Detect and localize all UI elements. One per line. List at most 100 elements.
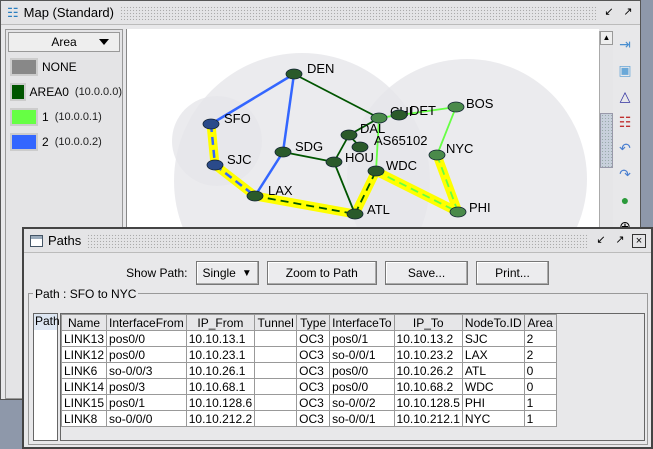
router-icon[interactable] <box>285 68 303 80</box>
table-cell: pos0/0 <box>106 346 187 363</box>
column-header[interactable]: Name <box>60 314 108 331</box>
column-header[interactable]: InterfaceTo <box>329 314 395 331</box>
router-icon[interactable] <box>346 208 364 220</box>
table-cell: LINK6 <box>60 362 108 379</box>
table-cell: 0 <box>523 378 557 395</box>
link-HOU-ATL[interactable] <box>333 161 356 215</box>
link-DEN-SDG[interactable] <box>281 73 296 153</box>
maximize-icon[interactable]: ↗ <box>615 233 625 246</box>
router-icon[interactable] <box>370 112 388 124</box>
chevron-down-icon: ▼ <box>241 267 252 279</box>
table-cell <box>254 346 298 363</box>
link-SFO-SJC[interactable] <box>209 123 217 166</box>
router-icon[interactable] <box>202 118 220 130</box>
router-icon[interactable] <box>274 146 292 158</box>
column-header[interactable]: Area <box>523 314 557 331</box>
table-row[interactable]: LINK14 pos0/3 10.10.68.1 OC3 pos0/0 10.10.68.… <box>60 378 557 395</box>
link-WDC-PHI[interactable] <box>375 170 459 213</box>
path-group: Path : SFO to NYC Path Name InterfaceFrom… <box>28 287 648 445</box>
table-cell: 1 <box>523 410 557 427</box>
3d-box-icon[interactable]: ▣ <box>618 61 632 78</box>
router-icon[interactable] <box>428 149 446 161</box>
map-titlebar[interactable]: ☷ Map (Standard) ↙ ↗ <box>1 1 640 25</box>
table-cell: LAX <box>461 346 525 363</box>
table-cell: OC3 <box>296 378 331 395</box>
legend-item[interactable]: AREA0 (10.0.0.0) <box>6 79 122 104</box>
router-icon[interactable] <box>367 165 385 177</box>
column-header[interactable]: Type <box>296 314 331 331</box>
table-cell <box>254 378 298 395</box>
legend-item[interactable]: 1 (10.0.0.1) <box>6 104 122 129</box>
link-LAX-ATL[interactable] <box>254 195 356 215</box>
router-icon[interactable] <box>206 159 224 171</box>
router-icon[interactable] <box>351 141 369 153</box>
link-SFO-DEN[interactable] <box>210 72 295 126</box>
path-column-header: Path <box>34 314 60 330</box>
layout-icon[interactable]: △ <box>619 87 631 104</box>
paths-titlebar[interactable]: Paths ↙ ↗ × <box>24 229 651 253</box>
table-cell: 10.10.13.1 <box>185 330 256 347</box>
node-label: HOU <box>345 150 374 165</box>
link-NYC-PHI[interactable] <box>436 154 459 213</box>
node-label: NYC <box>446 141 473 156</box>
link-SDG-LAX[interactable] <box>253 151 285 197</box>
column-header[interactable]: IP_From <box>185 314 256 331</box>
close-icon[interactable]: × <box>632 233 646 248</box>
link-ATL-WDC[interactable] <box>354 170 377 215</box>
fit-icon[interactable]: ⇥ <box>619 35 631 52</box>
router-icon[interactable] <box>449 206 467 218</box>
link-DEN-CHI[interactable] <box>293 73 380 119</box>
column-header[interactable]: IP_To <box>393 314 463 331</box>
link-BOS-NYC[interactable] <box>436 106 457 156</box>
router-icon[interactable] <box>325 156 343 168</box>
more-icon[interactable]: ⊕ <box>619 217 631 234</box>
redo-icon[interactable]: ↷ <box>619 165 631 182</box>
router-icon[interactable] <box>246 190 264 202</box>
show-path-select[interactable]: Single ▼ <box>195 261 259 285</box>
scroll-up-icon[interactable]: ▲ <box>600 31 613 45</box>
legend-swatch <box>10 82 26 101</box>
table-row[interactable]: LINK15 pos0/1 10.10.128.6 OC3 so-0/0/2 10.10.… <box>60 394 557 411</box>
table-cell: LINK15 <box>60 394 108 411</box>
link-SDG-HOU[interactable] <box>282 151 335 163</box>
legend-sub: (10.0.0.1) <box>54 110 102 123</box>
network-icon: ☷ <box>7 4 19 20</box>
link-SJC-LAX[interactable] <box>214 164 256 197</box>
table-cell <box>254 362 298 379</box>
table-cell: 10.10.26.2 <box>393 362 463 379</box>
table-row[interactable]: LINK8 so-0/0/0 10.10.212.2 OC3 so-0/0/1 10.10… <box>60 410 557 427</box>
table-cell: so-0/0/2 <box>329 394 395 411</box>
minimize-icon[interactable]: ↙ <box>596 233 606 246</box>
router-icon[interactable] <box>340 129 358 141</box>
minimize-icon[interactable]: ↙ <box>604 5 614 18</box>
save-button[interactable]: Save... <box>384 261 469 285</box>
table-row[interactable]: LINK13 pos0/0 10.10.13.1 OC3 pos0/1 10.10.13.… <box>60 330 557 347</box>
table-cell: OC3 <box>296 410 331 427</box>
legend-type-select[interactable]: Area <box>8 32 120 52</box>
undo-icon[interactable]: ↶ <box>619 139 631 156</box>
print-button[interactable]: Print... <box>476 261 549 285</box>
router-icon[interactable] <box>390 109 408 121</box>
node-label: PHI <box>469 200 491 215</box>
globe-icon[interactable]: ● <box>620 192 630 208</box>
node-label: SDG <box>295 139 323 154</box>
maximize-icon[interactable]: ↗ <box>623 5 633 18</box>
scroll-thumb[interactable] <box>600 113 613 168</box>
zoom-to-path-button[interactable]: Zoom to Path <box>266 261 377 285</box>
table-cell: PHI <box>461 394 525 411</box>
topology-icon[interactable]: ☷ <box>618 113 632 130</box>
legend-type-value: Area <box>51 35 77 49</box>
table-cell: 10.10.26.1 <box>185 362 256 379</box>
table-row[interactable]: LINK12 pos0/0 10.10.23.1 OC3 so-0/0/1 10.10.2… <box>60 346 557 363</box>
router-icon[interactable] <box>447 101 465 113</box>
table-cell: 10.10.212.1 <box>393 410 463 427</box>
column-header[interactable]: Tunnel <box>254 314 298 331</box>
link-CHI-WDC[interactable] <box>375 117 380 172</box>
chevron-down-icon <box>99 39 109 45</box>
column-header[interactable]: InterfaceFrom <box>106 314 187 331</box>
legend-item[interactable]: NONE <box>6 54 122 79</box>
table-row[interactable]: LINK6 so-0/0/3 10.10.26.1 OC3 pos0/0 10.10.26… <box>60 362 557 379</box>
legend-item[interactable]: 2 (10.0.0.2) <box>6 129 122 154</box>
table-cell: pos0/0 <box>329 362 395 379</box>
column-header[interactable]: NodeTo.ID <box>461 314 525 331</box>
